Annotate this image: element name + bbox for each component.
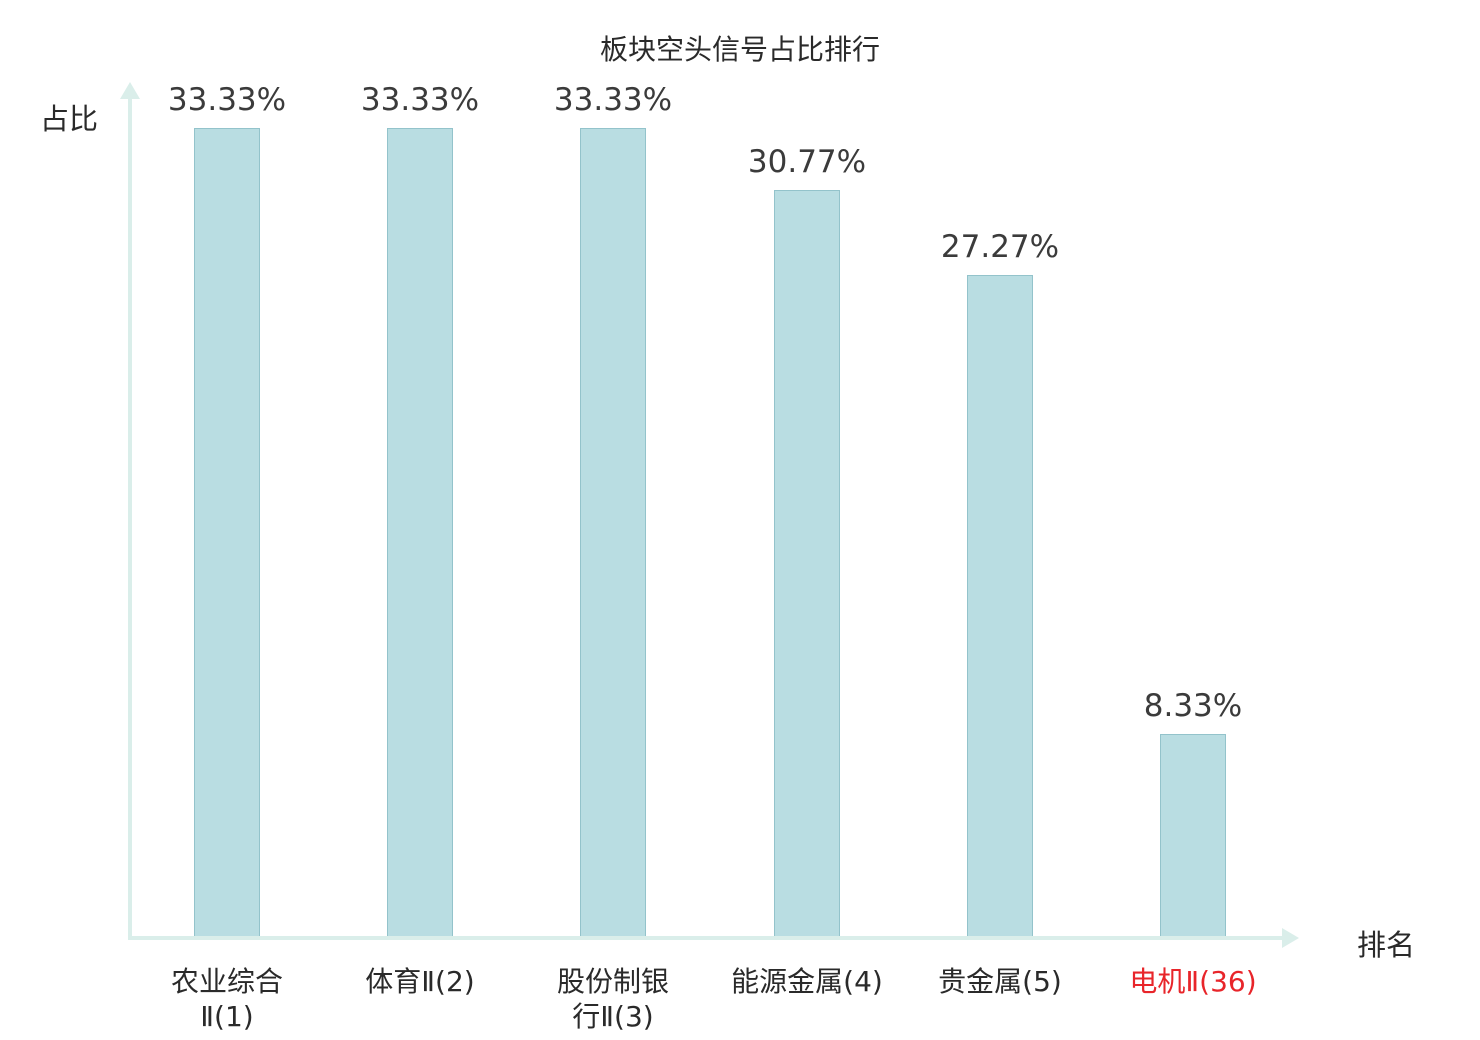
bar-value-label: 27.27% bbox=[940, 229, 1060, 265]
bar-value-label: 8.33% bbox=[1143, 688, 1243, 724]
bar[interactable] bbox=[194, 128, 260, 936]
y-axis-label: 占比 bbox=[40, 102, 99, 136]
x-axis-line bbox=[128, 936, 1284, 940]
y-axis-arrow-icon bbox=[120, 82, 140, 99]
bar[interactable] bbox=[967, 275, 1033, 936]
bar[interactable] bbox=[1160, 734, 1226, 936]
bar[interactable] bbox=[580, 128, 646, 936]
bar[interactable] bbox=[774, 190, 840, 936]
bar-value-label: 30.77% bbox=[747, 144, 867, 180]
bar-value-label: 33.33% bbox=[167, 82, 287, 118]
category-label: 电机Ⅱ(36) bbox=[1129, 965, 1257, 998]
bar-value-label: 33.33% bbox=[360, 82, 480, 118]
x-axis-label: 排名 bbox=[1357, 928, 1416, 962]
category-label: 农业综合 Ⅱ(1) bbox=[170, 965, 283, 1033]
category-label: 股份制银 行Ⅱ(3) bbox=[556, 965, 669, 1033]
category-label: 能源金属(4) bbox=[731, 965, 883, 998]
y-axis-line bbox=[128, 96, 132, 940]
category-label: 体育Ⅱ(2) bbox=[365, 965, 475, 998]
chart-title: 板块空头信号占比排行 bbox=[599, 33, 880, 66]
category-label: 贵金属(5) bbox=[938, 965, 1062, 998]
bar-value-label: 33.33% bbox=[553, 82, 673, 118]
x-axis-arrow-icon bbox=[1282, 928, 1299, 948]
bar[interactable] bbox=[387, 128, 453, 936]
